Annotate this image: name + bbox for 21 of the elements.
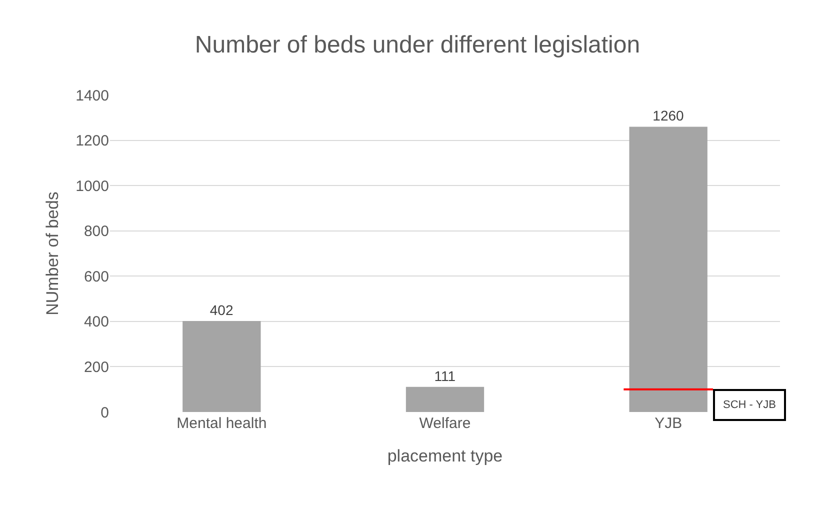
ref-line-label: SCH - YJB bbox=[723, 399, 776, 411]
y-tick-label: 1200 bbox=[76, 132, 109, 150]
bar bbox=[629, 126, 708, 412]
y-tick-label: 1400 bbox=[76, 87, 109, 104]
y-tick-label: 1000 bbox=[76, 178, 109, 195]
bar bbox=[406, 386, 484, 412]
chart-title: Number of beds under different legislation bbox=[194, 31, 640, 58]
y-tick-label: 800 bbox=[84, 223, 109, 240]
y-axis-title: NUmber of beds bbox=[43, 192, 62, 316]
x-tick-label: YJB bbox=[654, 415, 682, 432]
y-tick-label: 400 bbox=[84, 314, 109, 331]
x-axis-title: placement type bbox=[387, 446, 503, 466]
data-label: 1260 bbox=[652, 108, 684, 124]
y-tick-label: 600 bbox=[84, 268, 109, 286]
y-tick-label: 0 bbox=[100, 404, 109, 422]
y-tick-label: 200 bbox=[84, 358, 109, 376]
x-tick-label: Welfare bbox=[419, 415, 471, 432]
bar bbox=[182, 320, 261, 412]
data-label: 402 bbox=[210, 302, 234, 318]
data-label: 111 bbox=[434, 368, 456, 384]
x-tick-label: Mental health bbox=[176, 415, 267, 432]
